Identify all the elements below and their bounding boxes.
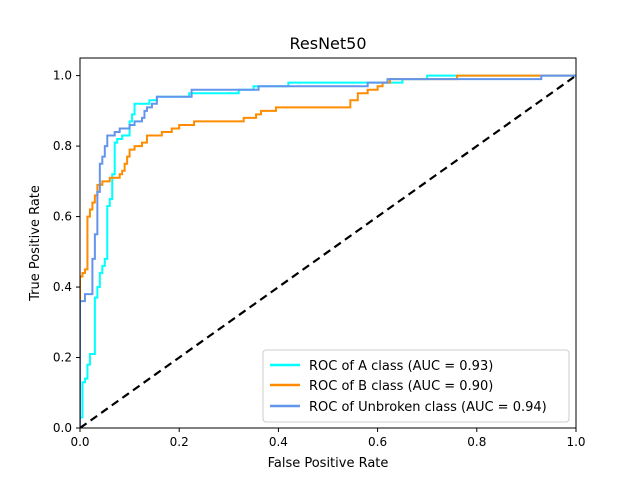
roc-line-unbroken-class: [80, 74, 576, 428]
legend-label-b-class: ROC of B class (AUC = 0.90): [309, 379, 493, 394]
x-tick-label: 1.0: [566, 435, 585, 449]
y-tick-label: 0.6: [53, 210, 72, 224]
y-tick-label: 0.4: [53, 280, 72, 294]
x-axis: 0.0 0.2 0.4 0.6 0.8 1.0: [70, 428, 586, 449]
x-tick-label: 0.6: [368, 435, 387, 449]
series-layer: [80, 74, 576, 428]
roc-line-b-class: [80, 74, 576, 428]
legend: ROC of A class (AUC = 0.93) ROC of B cla…: [262, 349, 570, 423]
x-axis-label: False Positive Rate: [268, 456, 389, 471]
x-tick-label: 0.8: [467, 435, 486, 449]
chart-title: ResNet50: [289, 34, 366, 53]
y-tick-label: 1.0: [53, 69, 72, 83]
legend-label-a-class: ROC of A class (AUC = 0.93): [309, 359, 493, 374]
y-axis: 0.0 0.2 0.4 0.6 0.8 1.0: [53, 69, 80, 435]
x-tick-label: 0.4: [269, 435, 288, 449]
y-tick-label: 0.8: [53, 139, 72, 153]
legend-label-unbroken-class: ROC of Unbroken class (AUC = 0.94): [309, 400, 547, 415]
chance-diagonal-line: [80, 74, 576, 428]
y-tick-label: 0.2: [53, 351, 72, 365]
plot-frame: [79, 57, 577, 429]
y-tick-label: 0.0: [53, 421, 72, 435]
x-tick-label: 0.2: [170, 435, 189, 449]
legend-box: [262, 349, 570, 423]
y-axis-label: True Positive Rate: [28, 185, 43, 302]
x-tick-label: 0.0: [70, 435, 89, 449]
